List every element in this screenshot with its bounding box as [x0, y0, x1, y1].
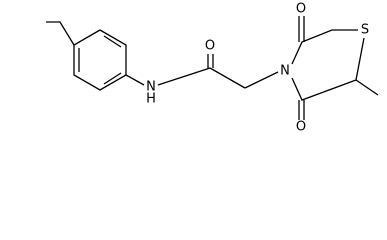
atom-label: S: [361, 23, 369, 38]
benzene: [73, 29, 127, 91]
double-bond: [103, 72, 122, 85]
molecule: N H O N O O S: [46, 2, 379, 135]
atom-label: O: [205, 39, 215, 54]
bond: [244, 71, 279, 89]
atom-label: O: [296, 2, 306, 17]
methyl: [355, 79, 379, 96]
atom-label: H: [146, 92, 156, 107]
ring-bond: [291, 29, 358, 65]
atom-label: O: [296, 120, 306, 135]
bonds: [46, 16, 379, 120]
atom-label: N: [146, 80, 156, 95]
ethyl: [46, 21, 75, 46]
bond: [209, 67, 246, 89]
ring-bond: [291, 37, 365, 101]
bond: [125, 74, 145, 86]
bond: [157, 67, 211, 86]
double-bond: [103, 35, 122, 48]
atom-label: N: [280, 64, 290, 79]
